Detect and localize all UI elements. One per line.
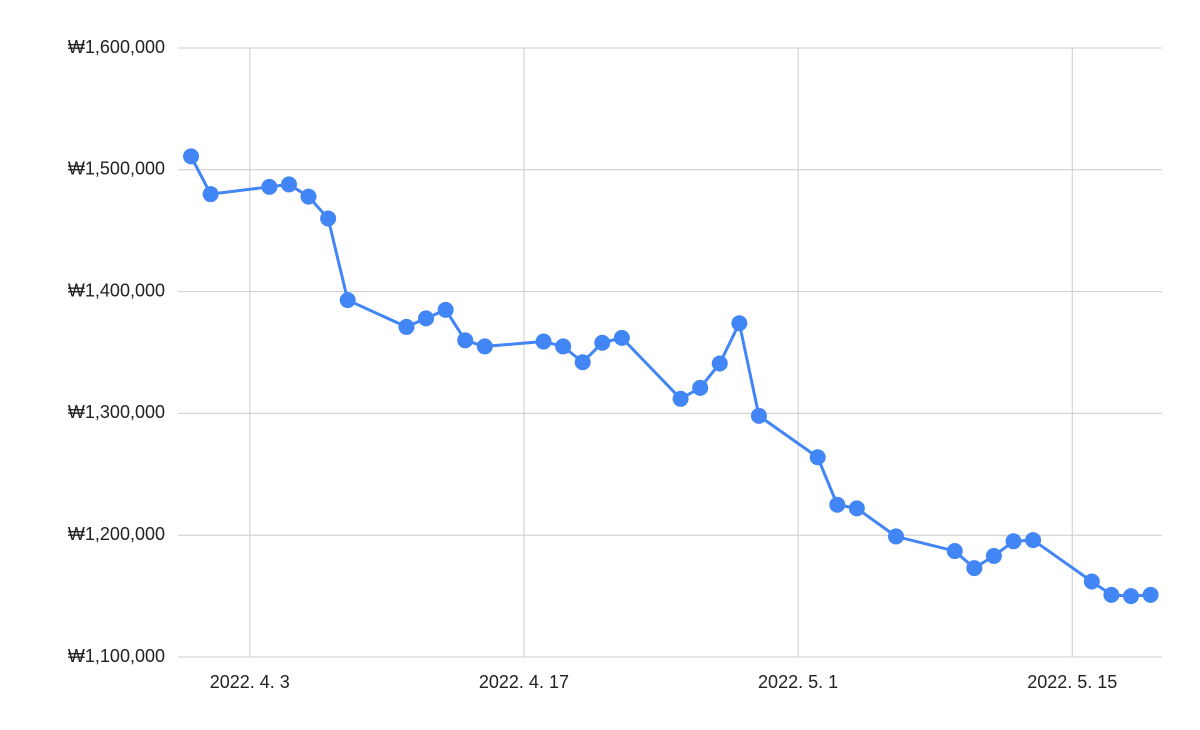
- point: [946, 543, 963, 560]
- point: [985, 547, 1002, 564]
- point: [594, 334, 611, 351]
- point: [888, 528, 905, 545]
- x-tick-label: 2022. 4. 3: [210, 672, 290, 692]
- y-tick-label: ₩1,100,000: [68, 646, 165, 666]
- point: [848, 500, 865, 517]
- point: [1025, 532, 1042, 549]
- point: [418, 310, 435, 327]
- point: [202, 186, 219, 203]
- point: [750, 407, 767, 424]
- point: [339, 292, 356, 309]
- point: [613, 329, 630, 346]
- y-tick-label: ₩1,600,000: [68, 37, 165, 57]
- point: [731, 315, 748, 332]
- point: [672, 390, 689, 407]
- y-tick-label: ₩1,200,000: [68, 524, 165, 544]
- y-tick-label: ₩1,500,000: [68, 159, 165, 179]
- point: [809, 449, 826, 466]
- point: [280, 176, 297, 193]
- point: [1083, 573, 1100, 590]
- point: [711, 355, 728, 372]
- x-tick-label: 2022. 4. 17: [479, 672, 569, 692]
- point: [966, 560, 983, 577]
- point: [457, 332, 474, 349]
- point: [476, 338, 493, 355]
- point: [535, 333, 552, 350]
- point: [183, 148, 200, 165]
- point: [829, 496, 846, 513]
- point: [1103, 586, 1120, 603]
- point: [300, 188, 317, 205]
- point: [1122, 588, 1139, 605]
- y-tick-label: ₩1,400,000: [68, 280, 165, 300]
- point: [1005, 533, 1022, 550]
- point: [437, 301, 454, 318]
- y-tick-label: ₩1,300,000: [68, 402, 165, 422]
- point: [555, 338, 572, 355]
- point: [398, 318, 415, 335]
- x-tick-label: 2022. 5. 15: [1027, 672, 1117, 692]
- point: [574, 354, 591, 371]
- point: [320, 210, 337, 227]
- x-tick-label: 2022. 5. 1: [758, 672, 838, 692]
- point: [1142, 586, 1159, 603]
- point: [261, 178, 278, 195]
- point: [692, 379, 709, 396]
